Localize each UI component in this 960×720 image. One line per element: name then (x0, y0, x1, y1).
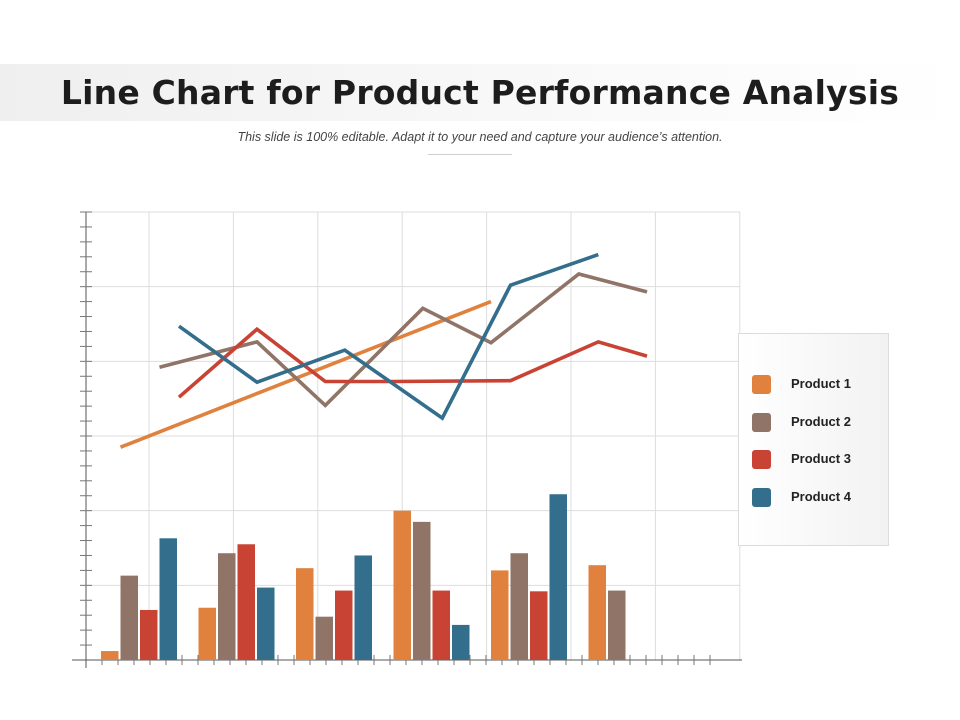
bar-product-3 (530, 591, 548, 660)
bar-product-1 (198, 607, 216, 660)
bar-product-3 (335, 590, 353, 660)
line-product-3 (177, 326, 648, 399)
chart-legend: Product 1 Product 2 Product 3 Product 4 (738, 333, 889, 546)
bar-product-2 (120, 575, 138, 660)
chart-bars (101, 494, 626, 660)
bar-product-1 (588, 565, 606, 660)
bar-product-1 (296, 568, 314, 660)
line-product-1 (119, 299, 492, 449)
bar-product-3 (432, 590, 450, 660)
bar-product-4 (452, 624, 470, 660)
bar-product-2 (510, 553, 528, 660)
legend-label-product-3: Product 3 (791, 451, 851, 466)
legend-label-product-1: Product 1 (791, 376, 851, 391)
legend-swatch-product-3 (752, 450, 771, 469)
line-product-4 (177, 252, 599, 421)
legend-swatch-product-2 (752, 413, 771, 432)
title-band (0, 64, 960, 121)
legend-label-product-2: Product 2 (791, 414, 851, 429)
bar-product-4 (549, 494, 567, 660)
page-title: Line Chart for Product Performance Analy… (60, 73, 900, 112)
line-product-2 (159, 272, 648, 408)
bar-product-3 (237, 544, 255, 660)
legend-label-product-4: Product 4 (791, 489, 851, 504)
bar-product-1 (393, 510, 411, 660)
bar-product-2 (608, 590, 626, 660)
bar-product-4 (354, 555, 372, 660)
bar-product-2 (218, 553, 236, 660)
legend-swatch-product-1 (752, 375, 771, 394)
bar-product-4 (257, 587, 275, 660)
bar-product-3 (140, 609, 158, 660)
bar-product-1 (101, 651, 119, 660)
legend-swatch-product-4 (752, 488, 771, 507)
subtitle-divider (428, 154, 512, 155)
bar-product-1 (491, 570, 509, 660)
bar-product-2 (315, 616, 333, 660)
chart-lines (119, 252, 648, 449)
bar-product-4 (159, 538, 177, 660)
bar-product-2 (413, 521, 431, 660)
page-subtitle: This slide is 100% editable. Adapt it to… (237, 130, 723, 144)
